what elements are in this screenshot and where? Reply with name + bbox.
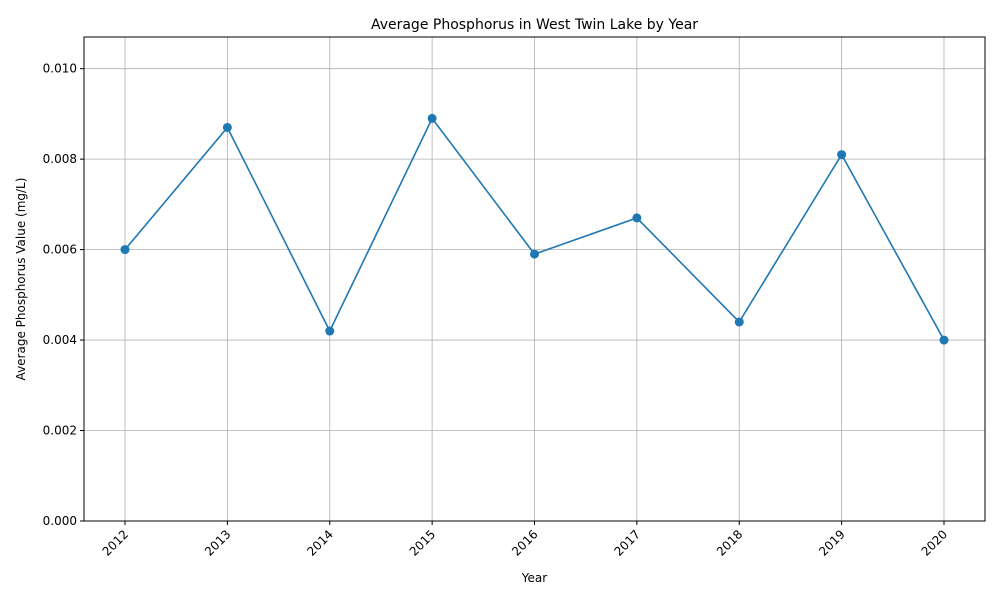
data-point — [632, 213, 642, 223]
data-point — [427, 113, 437, 123]
y-tick-label: 0.010 — [43, 62, 77, 76]
y-tick-label: 0.006 — [43, 243, 77, 257]
data-point — [120, 245, 130, 255]
y-tick-label: 0.000 — [43, 514, 77, 528]
data-point — [325, 326, 335, 336]
y-tick-label: 0.002 — [43, 424, 77, 438]
data-point — [530, 249, 539, 259]
data-point — [734, 317, 744, 327]
x-axis-label: Year — [521, 571, 547, 585]
chart-title: Average Phosphorus in West Twin Lake by … — [371, 17, 698, 33]
y-tick-label: 0.008 — [43, 152, 77, 166]
y-tick-label: 0.004 — [43, 333, 77, 347]
data-point — [837, 150, 847, 160]
data-series — [120, 113, 949, 345]
y-axis-label: Average Phosphorus Value (mg/L) — [14, 178, 28, 381]
data-point — [222, 122, 232, 132]
data-point — [939, 335, 949, 345]
